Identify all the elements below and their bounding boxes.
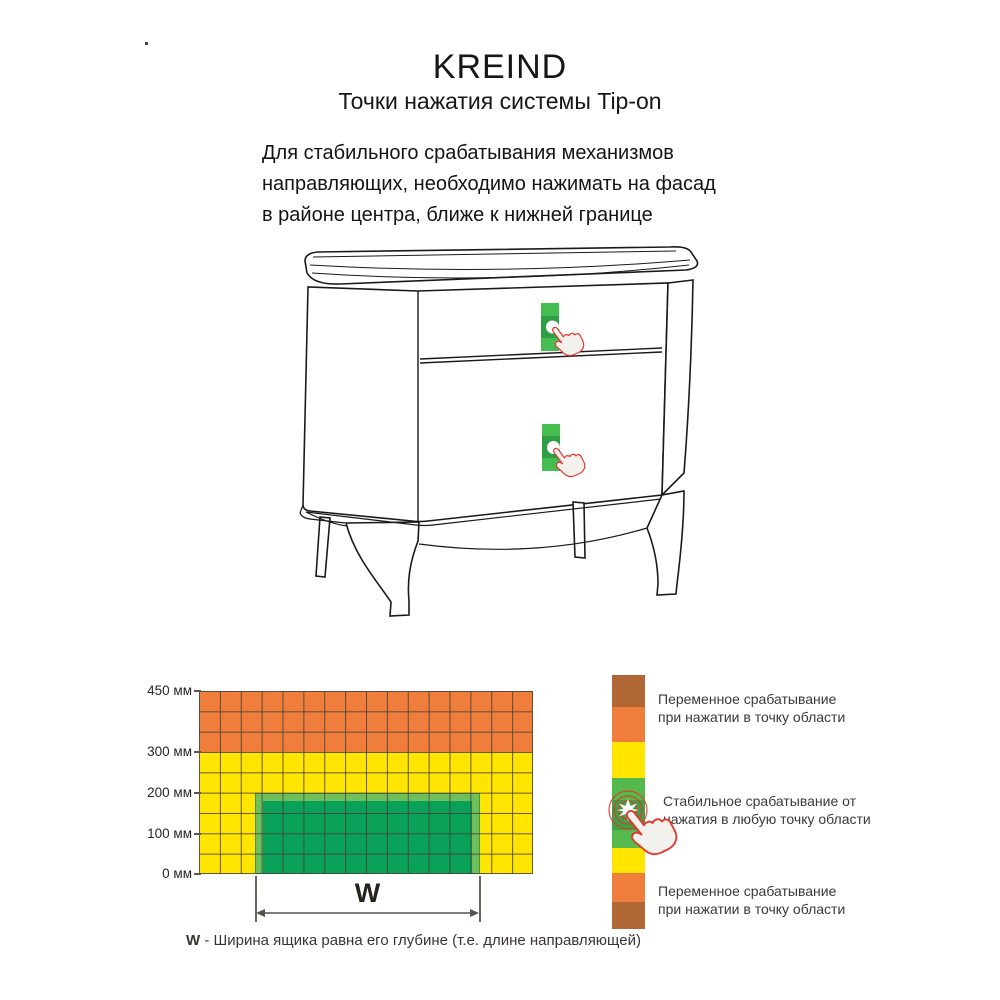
legend-entry-line: нажатия в любую точку области (663, 811, 871, 827)
cabinet-top (304, 246, 699, 285)
cabinet-drawer-lines (417, 291, 663, 521)
pressure-zone-grid (199, 691, 533, 874)
intro-line: направляющих, необходимо нажимать на фас… (262, 173, 716, 195)
grid-lines (199, 691, 533, 874)
width-arrow (256, 909, 479, 917)
width-caption-text: - Ширина ящика равна его глубине (т.е. д… (200, 932, 641, 949)
legend-bar-segment-green-dark (612, 800, 645, 830)
intro-line: в районе центра, ближе к нижней границе (262, 204, 653, 226)
legend-entry-line: Переменное срабатывание (658, 691, 837, 707)
axis-tick (194, 690, 201, 692)
axis-label-200: 200 мм (147, 785, 192, 800)
width-caption-w: W (186, 932, 201, 949)
width-label: W (354, 878, 381, 908)
axis-label-100: 100 мм (147, 826, 192, 841)
cabinet-body (302, 279, 694, 523)
corner-mark (145, 42, 148, 45)
legend-color-bar (612, 675, 645, 929)
width-dimension-line-left (255, 876, 257, 922)
cabinet-base-rails (299, 498, 662, 550)
legend-bar-segment-brown (612, 675, 645, 707)
legend-entry-line: при нажатии в точку области (658, 709, 846, 725)
axis-tick (194, 833, 201, 835)
width-caption: W - Ширина ящика равна его глубине (т.е.… (186, 932, 641, 949)
axis-tick (194, 873, 201, 875)
legend-bar-segment-green (612, 830, 645, 848)
press-marker-bottom-drawer (542, 424, 589, 483)
cabinet-top-mould-lines (309, 250, 691, 279)
legend-entry-line: Переменное срабатывание (658, 883, 837, 899)
cabinet-legs (315, 490, 685, 617)
intro-text: Для стабильного срабатывания механизмов … (262, 138, 716, 231)
width-dimension-line-right (479, 876, 481, 922)
legend-bar-segment-yellow (612, 742, 645, 778)
legend-entry-variable-top: Переменное срабатывание при нажатии в то… (658, 690, 845, 726)
legend-bar-segment-orange (612, 873, 645, 902)
legend-bar-segment-green (612, 778, 645, 800)
legend-entry-line: Стабильное срабатывание от (663, 793, 857, 809)
axis-label-450: 450 мм (147, 683, 192, 698)
axis-tick (194, 751, 201, 753)
tap-hand-icon (547, 438, 589, 483)
legend-bar-segment-brown (612, 902, 645, 929)
axis-tick (194, 792, 201, 794)
press-marker-top-drawer (541, 303, 588, 362)
page-title: Точки нажатия системы Tip-on (338, 88, 662, 114)
brand-title: KREIND (432, 48, 568, 86)
tap-hand-icon (546, 317, 588, 362)
axis-label-300: 300 мм (147, 744, 192, 759)
legend-bar-segment-yellow (612, 848, 645, 873)
axis-label-0: 0 мм (162, 866, 192, 881)
legend-bar-segment-orange (612, 707, 645, 742)
legend-entry-line: при нажатии в точку области (658, 901, 846, 917)
legend-entry-variable-bottom: Переменное срабатывание при нажатии в то… (658, 882, 845, 918)
intro-line: Для стабильного срабатывания механизмов (262, 142, 674, 164)
legend-entry-stable: Стабильное срабатывание от нажатия в люб… (663, 792, 871, 828)
